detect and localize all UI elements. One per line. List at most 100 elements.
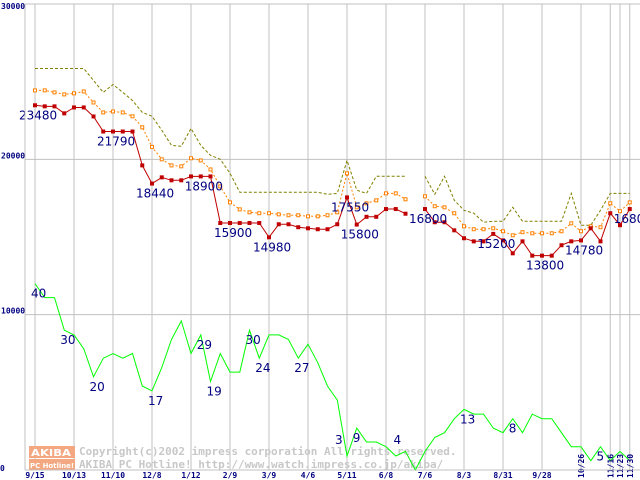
point-min bbox=[111, 129, 115, 134]
count-label: 3 bbox=[335, 433, 343, 447]
x-tick-label: 9/15 bbox=[25, 471, 44, 480]
point-average bbox=[452, 211, 457, 216]
point-min bbox=[501, 238, 505, 243]
point-min bbox=[618, 223, 622, 228]
point-min bbox=[296, 225, 301, 230]
point-min bbox=[81, 105, 86, 110]
price-label: 17550 bbox=[331, 200, 369, 214]
copyright-text: Copyright(c)2002 impress corporation All… bbox=[79, 445, 457, 458]
point-average bbox=[306, 214, 310, 219]
price-label: 16800 bbox=[614, 212, 640, 226]
x-tick-label: 7/6 bbox=[418, 471, 433, 480]
point-min bbox=[120, 129, 125, 134]
count-label: 9 bbox=[353, 431, 361, 445]
point-min bbox=[530, 253, 535, 258]
point-average bbox=[549, 231, 554, 236]
point-min bbox=[559, 243, 564, 248]
point-average bbox=[296, 213, 301, 218]
point-average bbox=[33, 88, 37, 93]
x-tick-label: 3/9 bbox=[262, 471, 277, 480]
point-average bbox=[72, 91, 76, 96]
point-min bbox=[179, 178, 184, 183]
point-average bbox=[618, 209, 622, 214]
x-tick-label: 10/26 bbox=[577, 454, 586, 478]
count-label: 13 bbox=[460, 412, 475, 426]
count-label: 20 bbox=[90, 380, 105, 394]
point-average bbox=[276, 212, 281, 217]
point-min bbox=[481, 239, 486, 244]
point-min bbox=[384, 207, 388, 212]
point-min bbox=[306, 226, 310, 231]
price-label: 21790 bbox=[97, 135, 135, 149]
point-min bbox=[608, 211, 613, 216]
point-average bbox=[169, 163, 174, 168]
x-tick-label: 8/3 bbox=[457, 471, 472, 480]
point-min bbox=[237, 221, 242, 226]
logo-top-bg bbox=[29, 446, 75, 458]
x-tick-label: 11/10 bbox=[101, 471, 125, 480]
point-average bbox=[247, 210, 252, 215]
x-tick-label: 6/8 bbox=[379, 471, 394, 480]
point-min bbox=[345, 195, 349, 200]
point-average bbox=[471, 227, 476, 232]
point-min bbox=[33, 103, 37, 108]
point-min bbox=[62, 111, 67, 116]
point-min bbox=[198, 174, 203, 179]
point-min bbox=[208, 174, 213, 179]
x-tick-label: 11/16 bbox=[606, 454, 615, 478]
point-average bbox=[179, 164, 184, 169]
point-min bbox=[462, 236, 466, 241]
y-tick-label: 0 bbox=[0, 464, 5, 473]
price-label: 14980 bbox=[253, 240, 291, 254]
point-average bbox=[120, 110, 125, 115]
logo-bottom-bg bbox=[29, 459, 75, 470]
point-min bbox=[150, 181, 154, 186]
point-average bbox=[237, 207, 242, 212]
price-label: 13800 bbox=[526, 259, 564, 273]
point-min bbox=[510, 251, 515, 256]
point-min bbox=[588, 226, 593, 231]
x-tick-label: 1/12 bbox=[181, 471, 200, 480]
point-average bbox=[52, 90, 57, 95]
point-average bbox=[393, 191, 398, 196]
point-min bbox=[247, 221, 252, 226]
count-label: 29 bbox=[197, 338, 212, 352]
point-average bbox=[559, 229, 564, 234]
point-min bbox=[627, 207, 632, 212]
count-label: 30 bbox=[60, 333, 75, 347]
price-label: 16800 bbox=[409, 212, 447, 226]
y-tick-label: 30000 bbox=[1, 2, 25, 11]
point-average bbox=[42, 88, 47, 93]
x-tick-label: 11/30 bbox=[626, 454, 635, 478]
point-average bbox=[374, 198, 379, 203]
point-min bbox=[42, 104, 47, 109]
point-min bbox=[335, 222, 340, 227]
point-average bbox=[208, 167, 213, 172]
point-min bbox=[267, 235, 271, 240]
point-average bbox=[62, 92, 67, 97]
point-average bbox=[481, 227, 486, 232]
point-average bbox=[520, 230, 525, 235]
point-average bbox=[462, 224, 466, 229]
point-average bbox=[81, 89, 86, 94]
point-min bbox=[579, 238, 583, 243]
series-group bbox=[33, 68, 632, 472]
price-label: 18440 bbox=[136, 187, 174, 201]
point-average bbox=[530, 231, 535, 236]
point-min bbox=[598, 239, 603, 244]
x-tick-label: 4/6 bbox=[301, 471, 316, 480]
point-min bbox=[286, 222, 291, 227]
point-min bbox=[276, 222, 281, 227]
point-min bbox=[452, 228, 457, 233]
point-average bbox=[315, 214, 320, 219]
point-average bbox=[159, 157, 164, 162]
point-average bbox=[286, 213, 291, 218]
point-min bbox=[423, 207, 427, 212]
point-min bbox=[393, 207, 398, 212]
price-label: 15800 bbox=[341, 228, 379, 242]
point-min bbox=[403, 211, 408, 216]
count-label: 8 bbox=[509, 422, 517, 436]
point-min bbox=[569, 239, 574, 244]
